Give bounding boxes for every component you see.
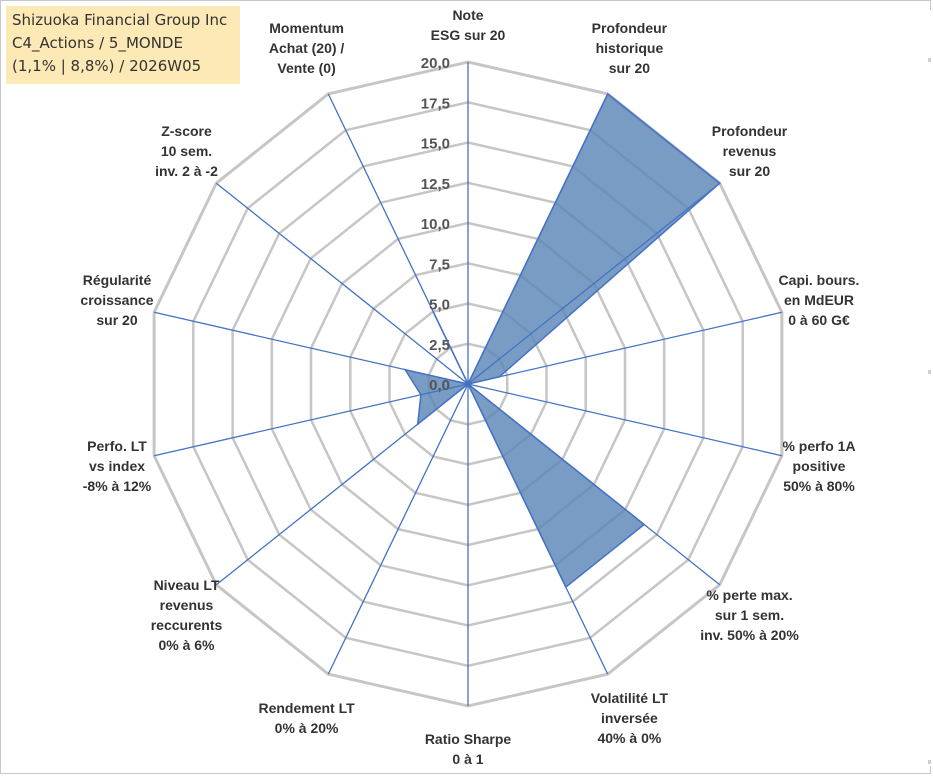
axis-label-line: % perfo 1A: [782, 438, 855, 454]
axis-label-line: Rendement LT: [258, 700, 355, 716]
axis-spoke: [467, 383, 783, 457]
scrollbar-track: [928, 10, 931, 766]
axis-label-line: 10 sem.: [161, 143, 212, 159]
company-name: Shizuoka Financial Group Inc: [12, 11, 228, 29]
scrollbar-mark: [928, 760, 931, 764]
axis-label-line: sur 20: [96, 312, 137, 328]
axis-label-line: Régularité: [83, 272, 152, 288]
tick-label: 0,0: [429, 377, 450, 394]
axis-label-line: 0% à 6%: [158, 637, 215, 653]
axis-label-line: sur 1 sem.: [715, 607, 784, 623]
axis-spoke: [153, 383, 469, 457]
axis-spoke: [153, 311, 469, 385]
axis-label: Profondeur revenus sur 20: [712, 123, 788, 179]
axis-label: Momentum Achat (20) / Vente (0): [269, 20, 345, 76]
axis-spoke: [467, 93, 609, 385]
axis-label: Note ESG sur 20: [431, 7, 506, 43]
series-area: [403, 92, 721, 589]
axis-label-line: 0% à 20%: [275, 720, 339, 736]
axis-label-line: Profondeur: [592, 20, 668, 36]
axis-label-line: historique: [596, 40, 664, 56]
axis-label-line: Vente (0): [277, 60, 335, 76]
tick-label: 12,5: [421, 176, 450, 193]
axis-label-line: 0 à 60 G€: [788, 312, 850, 328]
tick-label: 20,0: [421, 55, 450, 72]
axis-spoke: [467, 383, 721, 586]
axis-label-line: en MdEUR: [784, 292, 854, 308]
scrollbar-mark: [928, 370, 931, 374]
axis-label-line: inv. 2 à -2: [155, 163, 218, 179]
axis-label-line: inversée: [601, 710, 658, 726]
tick-layer: 0,0 2,5 5,0 7,5 10,0 12,5 15,0 17,5 20,0: [421, 55, 450, 394]
axis-spoke: [467, 383, 609, 675]
axis-label-line: 0 à 1: [452, 751, 483, 767]
axis-label-line: croissance: [80, 292, 153, 308]
axis-label: Niveau LT revenus reccurents 0% à 6%: [151, 577, 223, 653]
axis-label: Capi. bours. en MdEUR 0 à 60 G€: [779, 272, 860, 328]
title-box: Shizuoka Financial Group Inc C4_Actions …: [6, 6, 240, 84]
axis-label-line: 40% à 0%: [597, 730, 661, 746]
axis-label: Perfo. LT vs index -8% à 12%: [83, 438, 152, 494]
axis-label-line: Momentum: [269, 20, 344, 36]
axis-label-line: Volatilité LT: [591, 690, 669, 706]
axis-label-line: sur 20: [609, 60, 650, 76]
axis-label: Régularité croissance sur 20: [80, 272, 153, 328]
axis-label-line: Capi. bours.: [779, 272, 860, 288]
data-layer: [403, 92, 721, 589]
axis-label-line: inv. 50% à 20%: [700, 627, 799, 643]
axis-label-line: reccurents: [151, 617, 223, 633]
axis-spoke: [467, 182, 721, 385]
axis-label-line: Perfo. LT: [87, 438, 147, 454]
axis-spoke: [215, 182, 469, 385]
axis-label-layer: Note ESG sur 20 Profondeur historique sur 20…: [80, 7, 859, 767]
scrollbar-mark: [928, 58, 931, 62]
axis-label-line: ESG sur 20: [431, 27, 506, 43]
axis-label: Volatilité LT inversée 40% à 0%: [591, 690, 669, 746]
spoke-layer: [153, 62, 783, 706]
tick-label: 2,5: [429, 337, 450, 354]
axis-spoke: [327, 93, 469, 385]
axis-spoke: [327, 383, 469, 675]
axis-spoke: [467, 311, 783, 385]
axis-label-line: revenus: [723, 143, 777, 159]
axis-label-line: vs index: [89, 458, 145, 474]
axis-label-line: 50% à 80%: [783, 478, 855, 494]
tick-label: 17,5: [421, 95, 450, 112]
axis-label: % perte max. sur 1 sem. inv. 50% à 20%: [700, 587, 799, 643]
axis-spoke: [215, 383, 469, 586]
axis-label-line: revenus: [160, 597, 214, 613]
category-label: C4_Actions / 5_MONDE: [12, 34, 183, 52]
axis-label-line: sur 20: [729, 163, 770, 179]
axis-label-line: Profondeur: [712, 123, 788, 139]
tick-label: 7,5: [429, 256, 450, 273]
axis-label-line: Niveau LT: [154, 577, 220, 593]
tick-label: 15,0: [421, 136, 450, 153]
axis-label-line: -8% à 12%: [83, 478, 152, 494]
tick-label: 5,0: [429, 297, 450, 314]
axis-label: % perfo 1A positive 50% à 80%: [782, 438, 855, 494]
axis-label: Z-score 10 sem. inv. 2 à -2: [155, 123, 218, 179]
axis-label: Rendement LT 0% à 20%: [258, 700, 355, 736]
tick-label: 10,0: [421, 216, 450, 233]
axis-label-line: Ratio Sharpe: [425, 731, 512, 747]
axis-label-line: % perte max.: [706, 587, 792, 603]
axis-label-line: Note: [452, 7, 483, 23]
axis-label-line: positive: [793, 458, 846, 474]
axis-label-line: Achat (20) /: [269, 40, 345, 56]
axis-label: Ratio Sharpe 0 à 1: [425, 731, 512, 767]
axis-label: Profondeur historique sur 20: [592, 20, 668, 76]
axis-label-line: Z-score: [161, 123, 212, 139]
stats-label: (1,1% | 8,8%) / 2026W05: [12, 57, 202, 75]
